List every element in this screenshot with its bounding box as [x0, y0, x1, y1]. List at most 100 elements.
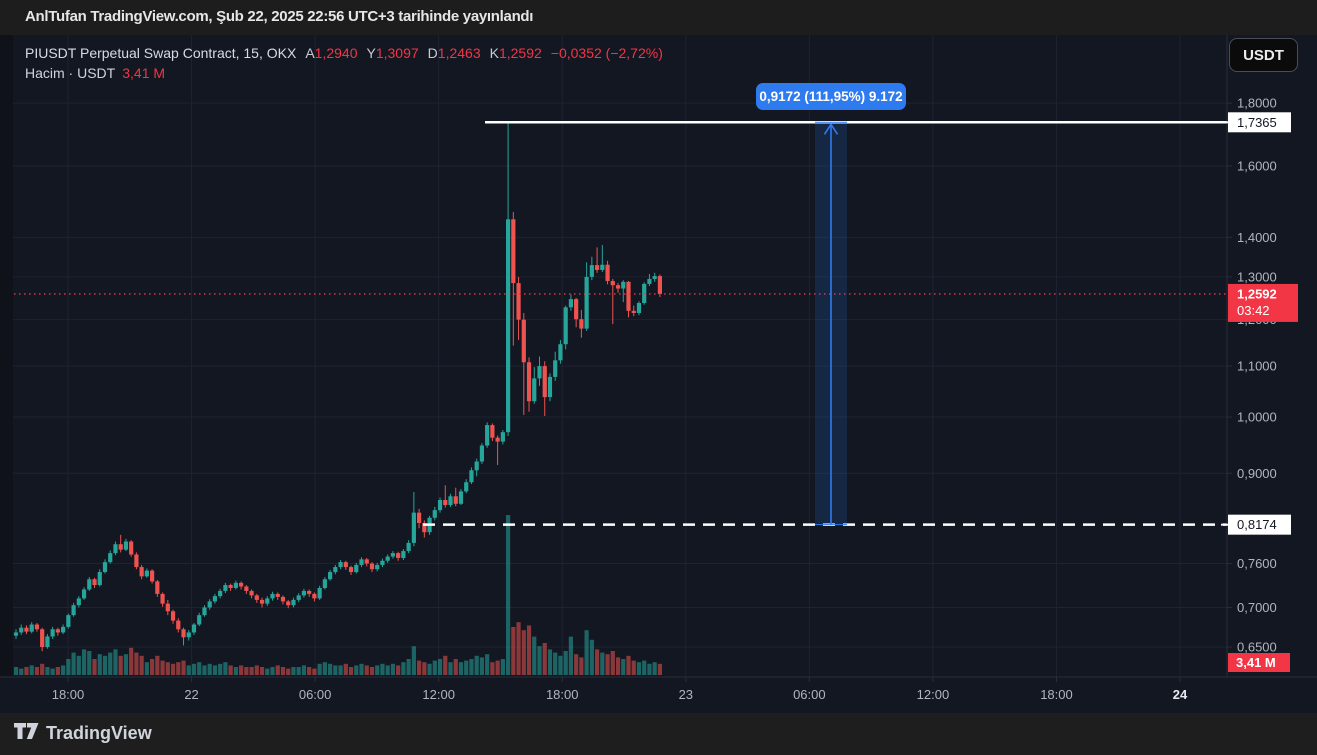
volume-bar	[144, 662, 149, 675]
volume-bar	[170, 663, 176, 675]
candle-body	[495, 437, 500, 442]
currency-toggle-button[interactable]: USDT	[1229, 38, 1298, 72]
volume-bar	[123, 654, 129, 675]
symbol-title: PIUSDT Perpetual Swap Contract, 15, OKX	[25, 45, 297, 61]
candle-body	[505, 219, 511, 433]
candle-body	[453, 496, 458, 504]
candle-body	[396, 553, 401, 558]
candle-body	[422, 522, 427, 533]
candle-body	[600, 264, 605, 270]
volume-bar	[307, 667, 312, 675]
candle-body	[338, 562, 343, 568]
measure-tooltip[interactable]	[756, 83, 906, 110]
time-scale[interactable]: 18:00 22 06:00 12:00 18:00 23 06:00 12:00 18:00 2…	[52, 677, 1188, 702]
volume-bar	[453, 659, 458, 675]
candle-body	[296, 595, 301, 600]
candle-body	[155, 581, 160, 594]
volume-bar	[134, 652, 139, 675]
tradingview-logo-icon[interactable]	[14, 723, 40, 745]
candle-body	[469, 470, 474, 483]
candle-body	[584, 276, 589, 329]
volume-axis-label	[1228, 653, 1290, 672]
volume-bar	[485, 654, 490, 675]
volume-bar	[427, 663, 432, 675]
price-tick-label: 1,3000	[1237, 269, 1277, 284]
candle-body	[594, 265, 600, 270]
candle-body	[401, 551, 406, 558]
candle-body	[92, 579, 97, 586]
candle-body	[605, 264, 610, 282]
volume-bar	[19, 668, 24, 675]
candle-body	[108, 553, 113, 563]
volume-bar	[579, 657, 584, 675]
price-tick-label: 1,4000	[1237, 230, 1277, 245]
candle-body	[558, 344, 563, 361]
price-scale[interactable]: 1,80001,60001,40001,30001,20001,10001,00…	[1221, 96, 1298, 672]
volume-bar	[526, 625, 532, 675]
volume-bar	[296, 667, 301, 675]
volume-bar	[301, 665, 307, 675]
candle-body	[191, 624, 197, 633]
volume-bar	[155, 655, 160, 675]
current-price-label-text: 1,2592	[1237, 286, 1277, 301]
candle-body	[416, 512, 422, 523]
volume-bar	[495, 660, 500, 675]
volume-bar	[333, 665, 338, 675]
level-price-label-text: 0,8174	[1237, 517, 1277, 532]
symbol-ohlc-row: PIUSDT Perpetual Swap Contract, 15, OKX A…	[25, 45, 663, 65]
candle-body	[76, 598, 81, 606]
time-tick-label: 24	[1173, 687, 1188, 702]
volume-bar	[553, 652, 558, 675]
candle-body	[265, 598, 270, 604]
volume-bar	[432, 660, 437, 675]
volume-bar	[259, 667, 265, 675]
volume-bar	[102, 655, 108, 675]
candle-body	[479, 445, 485, 462]
measure-range-tool[interactable]: 0,9172 (111,95%) 9.172	[756, 83, 906, 526]
candle-body	[574, 299, 579, 320]
candle-body	[165, 603, 170, 612]
candle-body	[102, 562, 108, 573]
volume-bar	[479, 657, 485, 675]
volume-bar	[317, 663, 322, 675]
candle-body	[176, 620, 181, 630]
candle-body	[202, 607, 207, 616]
volume-bar	[118, 655, 123, 675]
candle-body	[636, 302, 642, 314]
candle-body	[13, 632, 19, 636]
volume-bar	[631, 660, 636, 675]
candle-body	[81, 589, 87, 599]
volume-bar	[129, 647, 134, 675]
price-tick-label: 1,0000	[1237, 410, 1277, 425]
volume-bar	[275, 665, 280, 675]
volume-axis-label-text: 3,41 M	[1236, 655, 1276, 670]
candle-body	[97, 572, 102, 586]
volume-bar	[181, 660, 186, 675]
candle-body	[312, 593, 317, 599]
volume-bar	[369, 667, 375, 675]
candle-body	[55, 629, 60, 633]
candle-body	[354, 564, 359, 573]
candle-body	[610, 281, 615, 286]
tradingview-brand-text[interactable]: TradingView	[46, 723, 152, 743]
volume-bar	[516, 622, 521, 675]
chart-canvas[interactable]: 0,9172 (111,95%) 9.172 1,8000 1,6000 1,4000…	[0, 35, 1317, 713]
candle-body	[160, 593, 165, 604]
candle-body	[647, 278, 652, 284]
volume-bar	[265, 668, 270, 675]
candle-body	[521, 319, 526, 363]
volume-bar	[464, 660, 469, 675]
candle-body	[71, 605, 76, 616]
volume-bar	[207, 663, 212, 675]
price-tick-label: 0,7600	[1237, 556, 1277, 571]
volume-bar	[558, 655, 563, 675]
candle-body	[474, 461, 479, 471]
candle-body	[29, 624, 34, 632]
volume-bar	[406, 659, 411, 675]
candle-body	[259, 599, 265, 604]
volume-row: Hacim · USDT 3,41 M	[25, 65, 663, 85]
volume-bar	[280, 667, 286, 675]
candle-body	[500, 432, 505, 442]
price-countdown-text: 03:42	[1237, 303, 1270, 318]
candle-body	[343, 562, 348, 568]
